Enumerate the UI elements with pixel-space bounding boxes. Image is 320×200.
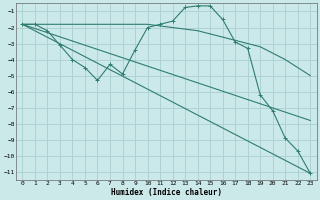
X-axis label: Humidex (Indice chaleur): Humidex (Indice chaleur) — [111, 188, 222, 197]
